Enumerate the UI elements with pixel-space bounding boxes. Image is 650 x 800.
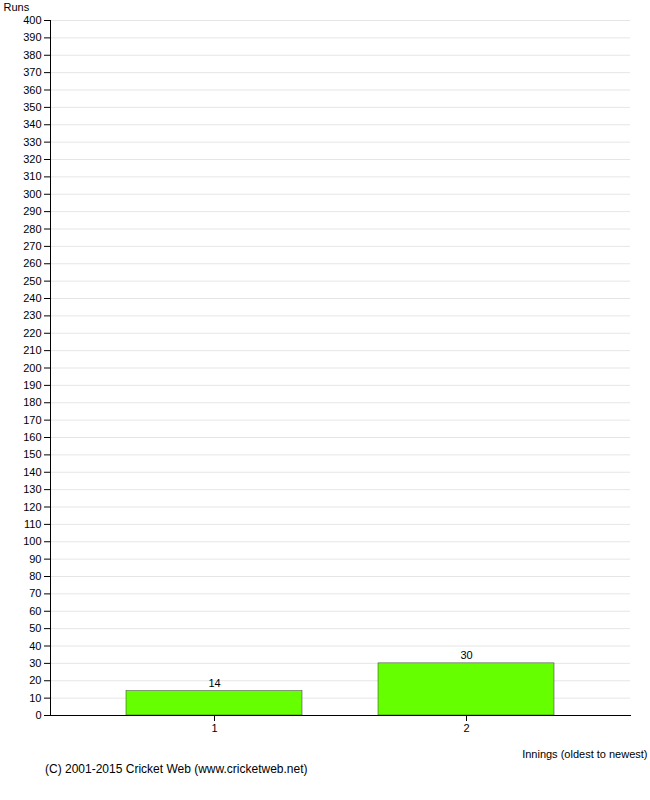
svg-text:70: 70 <box>29 587 41 599</box>
svg-text:Runs: Runs <box>4 1 30 13</box>
svg-text:270: 270 <box>23 240 41 252</box>
svg-text:40: 40 <box>29 640 41 652</box>
svg-text:170: 170 <box>23 414 41 426</box>
svg-text:240: 240 <box>23 292 41 304</box>
svg-text:80: 80 <box>29 570 41 582</box>
svg-text:0: 0 <box>35 709 41 721</box>
svg-text:160: 160 <box>23 431 41 443</box>
svg-text:120: 120 <box>23 501 41 513</box>
svg-text:Innings (oldest to newest): Innings (oldest to newest) <box>522 748 647 760</box>
svg-text:300: 300 <box>23 188 41 200</box>
svg-text:310: 310 <box>23 170 41 182</box>
svg-text:230: 230 <box>23 309 41 321</box>
svg-text:2: 2 <box>463 722 469 734</box>
svg-text:14: 14 <box>208 677 220 689</box>
svg-text:30: 30 <box>460 649 472 661</box>
svg-text:290: 290 <box>23 205 41 217</box>
svg-text:180: 180 <box>23 396 41 408</box>
svg-text:370: 370 <box>23 66 41 78</box>
svg-text:250: 250 <box>23 275 41 287</box>
svg-text:340: 340 <box>23 118 41 130</box>
svg-text:390: 390 <box>23 31 41 43</box>
html-text:(C) 2001-2015 Cricket Web (www: (C) 2001-2015 Cricket Web (www.cricketwe… <box>45 762 308 776</box>
svg-text:150: 150 <box>23 448 41 460</box>
svg-text:90: 90 <box>29 553 41 565</box>
svg-text:20: 20 <box>29 674 41 686</box>
svg-text:60: 60 <box>29 605 41 617</box>
svg-text:200: 200 <box>23 362 41 374</box>
svg-text:360: 360 <box>23 84 41 96</box>
svg-text:260: 260 <box>23 257 41 269</box>
svg-text:210: 210 <box>23 344 41 356</box>
svg-text:320: 320 <box>23 153 41 165</box>
svg-text:380: 380 <box>23 49 41 61</box>
svg-text:330: 330 <box>23 136 41 148</box>
svg-text:220: 220 <box>23 327 41 339</box>
svg-text:30: 30 <box>29 657 41 669</box>
svg-text:110: 110 <box>24 518 42 530</box>
svg-text:1: 1 <box>211 722 217 734</box>
svg-text:350: 350 <box>23 101 41 113</box>
svg-text:50: 50 <box>29 622 41 634</box>
svg-text:100: 100 <box>23 535 41 547</box>
svg-text:190: 190 <box>23 379 41 391</box>
svg-text:280: 280 <box>23 223 41 235</box>
svg-text:10: 10 <box>29 692 41 704</box>
svg-text:400: 400 <box>23 14 41 26</box>
svg-text:130: 130 <box>23 483 41 495</box>
svg-text:140: 140 <box>23 466 41 478</box>
